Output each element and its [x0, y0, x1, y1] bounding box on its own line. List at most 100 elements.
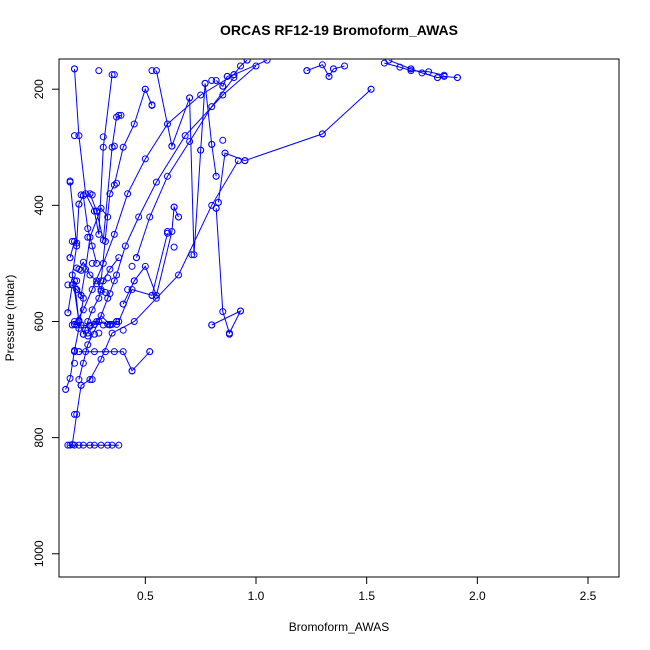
data-point: [181, 132, 189, 140]
data-point: [318, 130, 326, 138]
data-point: [303, 67, 311, 75]
data-point: [88, 306, 96, 314]
data-point: [82, 326, 90, 334]
data-point: [318, 61, 326, 69]
data-point: [115, 441, 123, 449]
y-axis: 200 400 600 800 1000: [32, 79, 59, 567]
y-tick-label: 400: [32, 195, 46, 215]
data-point: [75, 348, 83, 356]
data-point: [75, 324, 83, 332]
data-point: [97, 441, 105, 449]
data-point: [237, 307, 245, 315]
data-point: [208, 76, 216, 84]
data-point: [93, 259, 101, 267]
data-point: [119, 300, 127, 308]
data-point: [219, 136, 227, 144]
data-point: [75, 316, 83, 324]
x-axis: 0.5 1.0 1.5 2.0 2.5: [137, 577, 597, 603]
data-point: [110, 230, 118, 238]
chart-title: ORCAS RF12-19 Bromoform_AWAS: [220, 22, 458, 38]
data-point: [175, 271, 183, 279]
data-point: [90, 330, 98, 338]
series-line: [78, 261, 106, 293]
data-point: [95, 67, 103, 75]
data-point: [95, 329, 103, 337]
data-point: [453, 74, 461, 82]
data-point: [119, 348, 127, 356]
data-point: [124, 286, 132, 294]
data-point: [186, 137, 194, 145]
data-point: [208, 140, 216, 148]
y-tick-label: 200: [32, 79, 46, 99]
data-point: [77, 266, 85, 274]
data-point: [241, 157, 249, 165]
data-point: [68, 237, 76, 245]
data-point: [84, 233, 92, 241]
series-line: [82, 257, 120, 335]
data-point: [110, 181, 118, 189]
data-point: [99, 143, 107, 151]
data-point: [212, 172, 220, 180]
data-point: [108, 329, 116, 337]
data-point: [97, 287, 105, 295]
series-line: [384, 62, 445, 76]
data-point: [141, 155, 149, 163]
data-point: [77, 291, 85, 299]
data-point: [219, 82, 227, 90]
data-point: [70, 237, 78, 245]
series-line: [217, 88, 372, 203]
data-point: [396, 63, 404, 71]
data-point: [86, 441, 94, 449]
data-point: [225, 330, 233, 338]
data-point: [108, 441, 116, 449]
data-point: [221, 149, 229, 157]
data-point: [325, 72, 333, 80]
data-point: [66, 177, 74, 185]
data-point: [70, 348, 78, 356]
data-point: [73, 239, 81, 247]
data-point: [148, 291, 156, 299]
data-point: [433, 74, 441, 82]
data-point: [263, 59, 271, 64]
data-point: [115, 254, 123, 262]
data-point: [219, 308, 227, 316]
data-point: [84, 332, 92, 340]
data-point: [106, 265, 114, 273]
x-tick-label: 2.5: [580, 589, 597, 603]
data-point: [73, 410, 81, 418]
data-point: [108, 71, 116, 79]
data-point: [95, 230, 103, 238]
x-tick-label: 1.0: [248, 589, 265, 603]
data-point: [88, 259, 96, 267]
data-point: [101, 237, 109, 245]
data-point: [62, 385, 70, 393]
data-points: [62, 59, 461, 449]
data-point: [77, 191, 85, 199]
data-point: [70, 317, 78, 325]
data-point: [86, 321, 94, 329]
series-line: [65, 182, 84, 390]
data-point: [341, 62, 349, 70]
data-point: [82, 190, 90, 198]
data-point: [128, 286, 136, 294]
data-point: [64, 441, 72, 449]
series-line: [155, 70, 217, 255]
data-point: [152, 67, 160, 75]
data-point: [237, 62, 245, 70]
data-point: [148, 101, 156, 109]
data-point: [146, 213, 154, 221]
data-point: [110, 142, 118, 150]
data-point: [223, 72, 231, 80]
series-line: [306, 64, 345, 78]
data-point: [190, 251, 198, 259]
data-point: [82, 348, 90, 356]
series-line: [74, 59, 268, 325]
data-point: [329, 65, 337, 73]
x-tick-label: 0.5: [137, 589, 154, 603]
data-point: [163, 172, 171, 180]
data-point: [201, 79, 209, 87]
data-point: [77, 381, 85, 389]
data-point: [79, 359, 87, 367]
data-point: [186, 94, 194, 102]
data-point: [84, 341, 92, 349]
